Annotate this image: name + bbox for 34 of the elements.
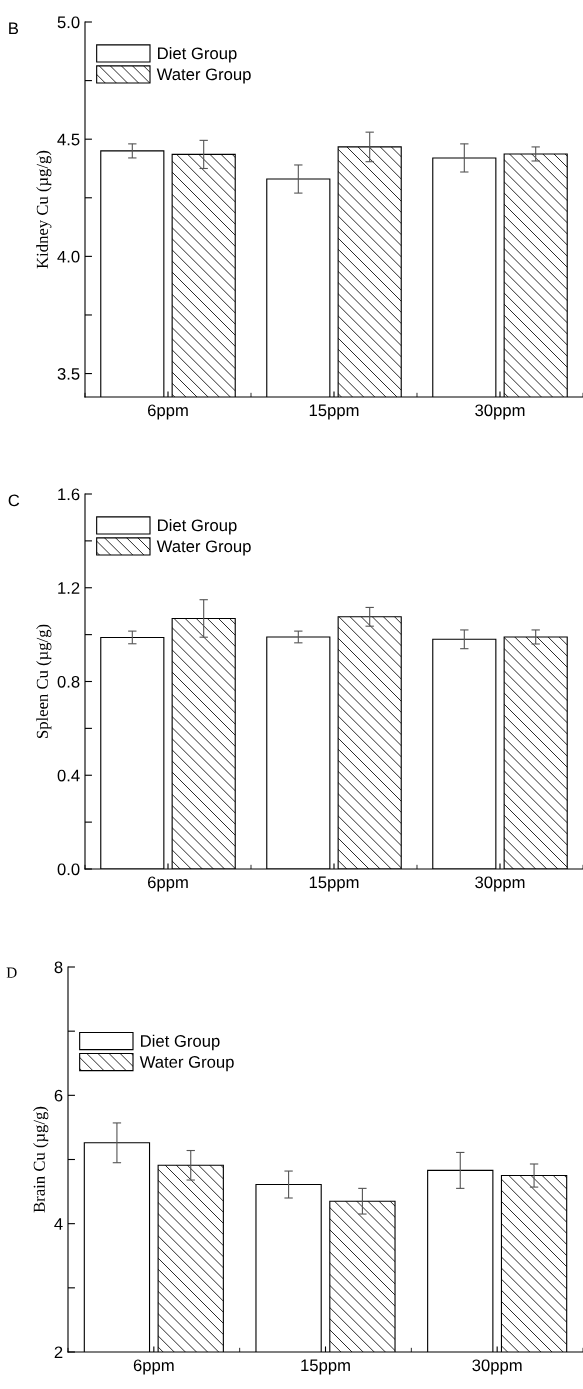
y-tick-label: 0.0 xyxy=(57,863,80,876)
x-tick-label: 6ppm xyxy=(148,404,188,420)
y-tick-label: 5.0 xyxy=(57,16,80,29)
x-tick-label: 15ppm xyxy=(309,876,359,892)
legend-label: Water Group xyxy=(156,540,251,556)
y-tick-label: 4.0 xyxy=(57,250,80,263)
legend-label: Diet Group xyxy=(141,1034,220,1051)
y-tick-label: 6 xyxy=(54,1089,63,1102)
x-tick-label: 15ppm xyxy=(309,404,359,420)
x-tick-label: 30ppm xyxy=(472,1359,522,1375)
x-tick-label: 30ppm xyxy=(475,404,525,420)
x-tick-label: 15ppm xyxy=(301,1359,350,1375)
legend-label: Water Group xyxy=(139,1056,234,1072)
y-tick-label: 1.6 xyxy=(58,488,80,501)
y-tick-label: 3.5 xyxy=(57,367,80,380)
legend-label: Water Group xyxy=(156,68,251,84)
y-tick-label: 8 xyxy=(54,961,63,974)
x-tick-label: 6ppm xyxy=(148,876,188,892)
y-tick-label: 4 xyxy=(54,1218,63,1230)
legend-label: Diet Group xyxy=(158,47,237,63)
y-tick-label: 0.8 xyxy=(57,675,80,688)
y-tick-label: 4.5 xyxy=(57,133,80,146)
y-tick-label: 2 xyxy=(54,1346,63,1359)
y-tick-label: 0.4 xyxy=(57,769,80,782)
legend-label: Diet Group xyxy=(158,519,237,535)
x-tick-label: 30ppm xyxy=(475,876,525,892)
y-axis-title: Brain Cu (µg/g) xyxy=(33,1106,49,1213)
x-tick-label: 6ppm xyxy=(133,1359,174,1375)
chart-title: C xyxy=(8,494,20,507)
y-axis-title: Spleen Cu (µg/g) xyxy=(36,624,52,738)
chart-title: D xyxy=(6,967,17,978)
chart-title: B xyxy=(9,22,19,35)
y-tick-label: 1.2 xyxy=(58,582,80,594)
y-axis-title: Kidney Cu (µg/g) xyxy=(36,150,52,269)
